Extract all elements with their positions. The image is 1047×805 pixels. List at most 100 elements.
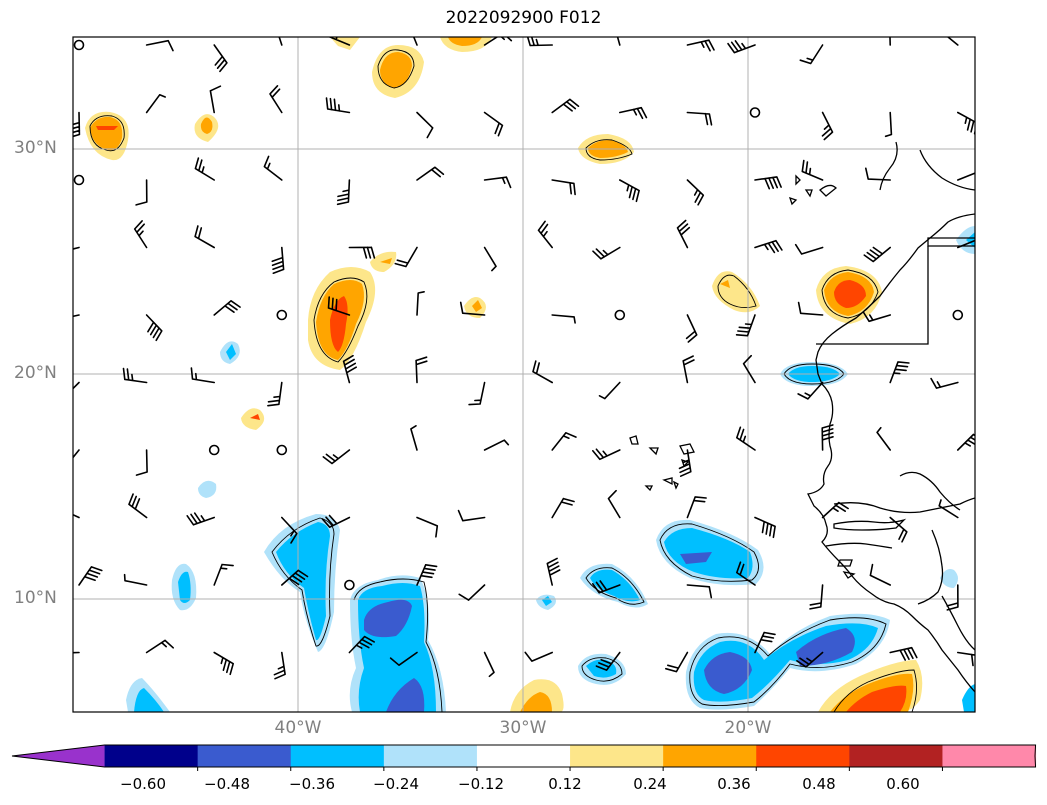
wind-barb [797,381,824,400]
wind-barb [616,37,621,46]
calm-circle [276,444,288,456]
wind-barb [459,301,486,316]
wind-barb [884,111,893,138]
wind-barb [468,381,486,406]
wind-barb [458,584,486,601]
colorbar-segment [756,745,850,767]
wind-barb [754,239,783,254]
wind-barb [325,97,351,114]
wind-barb [821,501,849,519]
wind-barb [686,111,713,126]
wind-barb [213,651,234,676]
wind-barb [876,426,891,451]
wind-barb [551,432,577,451]
colorbar-segment [197,745,292,767]
wind-barb [322,449,351,465]
wind-barb [592,448,621,461]
wind-barb [213,563,234,586]
wind-barb [483,246,497,272]
wind-barb [551,314,576,324]
wind-barb [336,179,351,206]
wind-barb [754,176,782,190]
wind-barb [213,44,228,73]
wind-barb [551,98,580,114]
wind-barb [186,512,215,526]
calm-circle [344,579,355,591]
wind-barb [678,449,692,477]
wind-barb [592,580,621,594]
wind-barb [328,37,351,46]
colorbar-tick-label: −0.60 [120,775,166,793]
wind-barb [598,381,621,400]
wind-barb [271,246,285,274]
wind-barb [483,651,495,678]
wind-barb [801,159,824,181]
calm-circle [208,444,220,456]
map-title: 2022092900 F012 [445,8,602,28]
wind-barb [863,246,891,263]
wind-barb [551,497,575,519]
wind-barb [682,355,695,384]
colorbar-tick-label: 0.36 [717,775,751,793]
wind-barbs [73,37,975,680]
wind-barb [532,360,553,384]
wind-barb [342,354,357,384]
wind-barb [128,493,148,519]
wind-barb [145,314,163,342]
colorbar-outline [11,744,1037,768]
wind-barb [269,85,283,114]
wind-barb [551,179,576,196]
wind-barb [273,651,286,680]
colorbar [11,744,1037,771]
wind-barb [727,40,756,54]
wind-barb [546,557,561,586]
wind-barb [797,301,824,316]
wind-barb [592,246,621,260]
wind-barb [735,314,756,337]
wind-barb [263,155,283,181]
colorbar-segment [290,745,385,767]
wind-barb [321,514,351,528]
wind-barb [736,426,756,451]
wind-barb [619,106,648,120]
wind-barb [686,584,713,599]
colorbar-tick-label: 0.24 [633,775,667,793]
wind-barb [78,566,103,586]
wind-barb [123,573,148,586]
wind-barb [483,439,510,451]
colorbar-segment [570,745,664,767]
wind-barb [686,39,715,52]
wind-barb [821,424,834,451]
wind-barb [135,449,148,476]
lat-label-10n: 10°N [14,588,57,608]
wind-barb [957,111,975,135]
wind-barb [348,246,376,259]
wind-barb [889,516,908,543]
gridlines [73,37,975,712]
wind-barb [416,516,439,538]
colorbar-segment [104,745,199,767]
wind-barb [946,584,959,611]
wind-barb [415,356,428,384]
calm-circle [73,39,85,51]
wind-barb [686,496,707,519]
colorbar-tick-label: 0.12 [548,775,582,793]
wind-barb [595,651,621,671]
wind-barb [685,314,698,343]
wind-barb [327,296,351,316]
lat-label-30n: 30°N [14,138,57,158]
wind-barb [122,367,148,384]
wind-barb [957,433,975,451]
wind-barb [821,111,834,141]
wind-barb [619,179,640,203]
wind-barb [457,509,486,522]
colorbar-segment [849,745,943,767]
wind-barb [394,246,418,268]
calm-circle [952,309,964,321]
wind-barb [281,516,298,544]
lon-label-30w: 30°W [499,718,547,738]
wind-barb [145,639,174,654]
wind-barb [809,584,824,610]
colorbar-tick-label: −0.48 [204,775,250,793]
